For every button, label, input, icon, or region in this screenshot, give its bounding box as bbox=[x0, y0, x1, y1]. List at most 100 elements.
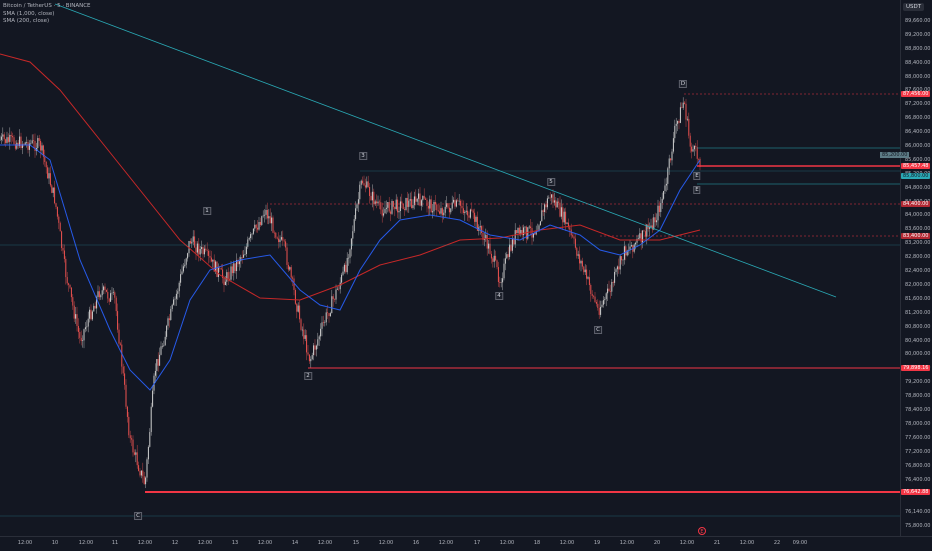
time-tick: 12:00 bbox=[739, 540, 755, 546]
candle bbox=[223, 277, 225, 286]
time-tick: 12:00 bbox=[378, 540, 394, 546]
time-tick: 16 bbox=[412, 540, 420, 546]
candle bbox=[199, 248, 201, 255]
candle bbox=[556, 201, 558, 208]
candle bbox=[488, 243, 490, 249]
candle bbox=[594, 296, 596, 302]
price-tick: 80,400.00 bbox=[905, 338, 931, 344]
candle bbox=[121, 344, 123, 367]
candle bbox=[149, 432, 151, 447]
wave-label-c-low[interactable]: C bbox=[134, 512, 142, 520]
candle bbox=[391, 200, 393, 214]
time-tick: 12:00 bbox=[559, 540, 575, 546]
wave-label-d[interactable]: D bbox=[678, 80, 688, 88]
candle bbox=[615, 269, 617, 272]
candle bbox=[362, 180, 364, 184]
time-tick: 18 bbox=[533, 540, 541, 546]
candle bbox=[644, 231, 646, 237]
candle bbox=[20, 136, 22, 149]
candle bbox=[360, 180, 362, 185]
candle bbox=[404, 209, 406, 210]
sma-1000-legend[interactable]: SMA (1,000, close) bbox=[3, 10, 55, 17]
candle bbox=[367, 181, 369, 187]
wave-label-3[interactable]: 3 bbox=[359, 152, 367, 160]
wave-label-4[interactable]: 4 bbox=[495, 292, 503, 300]
candle bbox=[2, 134, 4, 137]
candle bbox=[317, 339, 319, 346]
candle bbox=[588, 277, 590, 286]
candle bbox=[255, 224, 257, 228]
candle bbox=[240, 257, 242, 262]
candle bbox=[394, 206, 396, 210]
candle bbox=[341, 274, 343, 283]
price-axis[interactable] bbox=[900, 0, 932, 536]
candle bbox=[54, 187, 56, 204]
candle bbox=[492, 258, 494, 262]
candle bbox=[567, 222, 569, 228]
candle bbox=[516, 230, 518, 234]
candle bbox=[476, 216, 478, 231]
candle bbox=[206, 250, 208, 251]
candle bbox=[244, 254, 246, 255]
candle bbox=[62, 247, 64, 251]
wave-label-1[interactable]: 1 bbox=[203, 207, 211, 215]
candle bbox=[247, 239, 249, 247]
candle bbox=[17, 142, 19, 147]
wave-label-2[interactable]: 2 bbox=[304, 372, 312, 380]
wave-label-e1[interactable]: E bbox=[693, 172, 701, 180]
time-tick: 12 bbox=[171, 540, 179, 546]
candle bbox=[143, 476, 145, 485]
time-tick: 12:00 bbox=[257, 540, 273, 546]
candle bbox=[154, 370, 156, 376]
wave-label-e2[interactable]: E bbox=[693, 186, 701, 194]
candle bbox=[258, 222, 260, 230]
candle bbox=[173, 299, 175, 305]
candle bbox=[611, 282, 613, 292]
candle bbox=[103, 286, 105, 291]
wave-label-5[interactable]: 5 bbox=[547, 178, 555, 186]
wave-label-c[interactable]: C bbox=[594, 326, 602, 334]
price-tick: 88,800.00 bbox=[905, 46, 931, 52]
candle bbox=[339, 282, 341, 290]
time-tick: 12:00 bbox=[499, 540, 515, 546]
candle bbox=[464, 211, 466, 214]
time-tick: 19 bbox=[593, 540, 601, 546]
candle bbox=[184, 264, 186, 267]
candle bbox=[586, 269, 588, 279]
sma-200-legend[interactable]: SMA (200, close) bbox=[3, 18, 50, 24]
candle bbox=[237, 260, 239, 265]
candle bbox=[49, 173, 51, 186]
candle bbox=[675, 123, 677, 126]
candle bbox=[65, 258, 67, 278]
candle bbox=[482, 232, 484, 240]
candle bbox=[215, 261, 217, 272]
candle bbox=[91, 311, 93, 320]
candle bbox=[401, 201, 403, 204]
event-icon[interactable]: E bbox=[698, 527, 706, 535]
currency-badge[interactable]: USDT bbox=[903, 3, 925, 11]
candle bbox=[38, 138, 40, 141]
price-tick: 84,800.00 bbox=[905, 185, 931, 191]
time-axis[interactable] bbox=[0, 536, 932, 551]
candle bbox=[471, 209, 473, 211]
candle bbox=[572, 235, 574, 237]
candle bbox=[544, 204, 546, 212]
candle bbox=[454, 199, 456, 207]
candle bbox=[275, 232, 277, 238]
candle bbox=[261, 216, 263, 225]
price-tick: 81,200.00 bbox=[905, 310, 931, 316]
candle bbox=[636, 238, 638, 243]
candle bbox=[595, 301, 597, 304]
candle bbox=[293, 278, 295, 290]
candle bbox=[310, 358, 312, 362]
candle bbox=[285, 241, 287, 248]
candle bbox=[122, 366, 124, 374]
candle bbox=[259, 222, 261, 225]
candle bbox=[381, 209, 383, 216]
candle bbox=[251, 233, 253, 235]
price-tick: 88,400.00 bbox=[905, 60, 931, 66]
candle bbox=[698, 158, 700, 160]
price-label-cyan: 85,800.00 bbox=[901, 173, 931, 179]
candle bbox=[373, 191, 375, 205]
